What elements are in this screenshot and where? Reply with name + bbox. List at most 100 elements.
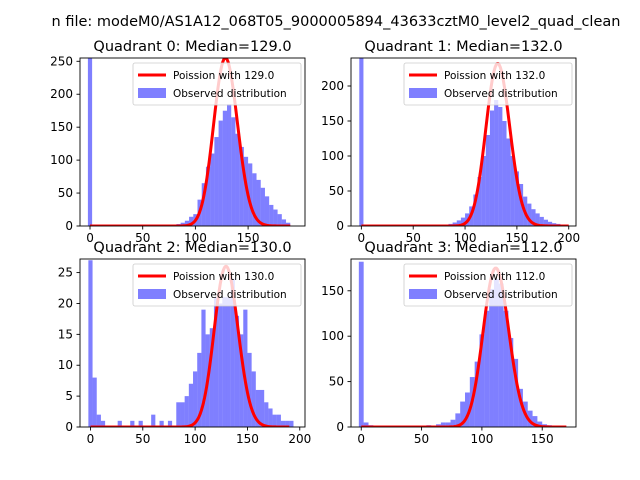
x-tick-label: 150	[505, 231, 528, 245]
histogram-bar	[518, 388, 523, 427]
x-tick-label: 100	[470, 432, 493, 446]
y-tick-label: 25	[58, 266, 73, 280]
histogram-bar	[502, 121, 507, 226]
histogram-bar	[180, 402, 185, 427]
histogram-bar	[531, 209, 536, 226]
histogram-bar	[508, 338, 514, 427]
y-tick-label: 150	[321, 284, 344, 298]
histogram-bar	[489, 288, 494, 427]
subplot-title: Quadrant 3: Median=112.0	[364, 240, 562, 256]
x-tick-label: 200	[288, 432, 311, 446]
histogram-bar	[286, 222, 291, 226]
x-tick-label: 50	[406, 231, 421, 245]
x-tick-label: 150	[237, 231, 260, 245]
histogram-bar	[227, 104, 232, 226]
y-tick-label: 50	[329, 375, 344, 389]
histogram-bar	[269, 204, 274, 226]
subplot-title: Quadrant 2: Median=130.0	[93, 240, 291, 256]
histogram-bar	[537, 421, 543, 427]
y-tick-label: 0	[65, 420, 73, 434]
subplot-title: Quadrant 0: Median=129.0	[93, 39, 291, 55]
histogram-bar	[248, 163, 253, 226]
axes-frame	[350, 258, 577, 428]
histogram-bar	[130, 420, 135, 427]
legend: Poission with 132.0 Observed distribution	[403, 62, 573, 106]
subplot-title: Quadrant 1: Median=132.0	[364, 39, 562, 55]
histogram-bar	[243, 309, 248, 427]
poisson-curve	[90, 264, 290, 427]
histogram-bar	[184, 220, 190, 226]
y-tick-label: 100	[321, 149, 344, 163]
histogram-bar	[264, 402, 269, 427]
legend-label-poisson: Poission with 112.0	[444, 271, 545, 283]
legend: Poission with 129.0 Observed distribution	[132, 62, 302, 106]
histogram-bar	[456, 220, 461, 226]
histogram-bar	[201, 183, 206, 226]
histogram-bar	[235, 133, 240, 226]
histogram-bar	[201, 309, 206, 427]
x-tick-label: 0	[358, 231, 366, 245]
y-tick-label: 100	[50, 153, 73, 167]
histogram-bar	[226, 297, 231, 427]
histogram-bar	[167, 420, 173, 427]
histogram-bar	[218, 303, 223, 427]
y-tick-label: 15	[58, 327, 73, 341]
histogram-bar	[159, 420, 164, 427]
histogram-bar	[450, 419, 456, 427]
histogram-bar	[285, 420, 290, 427]
histogram-bar	[489, 110, 495, 226]
legend-label-poisson: Poission with 129.0	[173, 70, 274, 82]
subplot-1: 0 50 100 150 200 0 50 100 150 200 Quadrant 1: Medi…	[321, 39, 580, 245]
y-tick-label: 0	[336, 219, 344, 233]
histogram-bar	[96, 414, 101, 427]
histogram-bar	[506, 138, 511, 226]
histogram-bar	[188, 383, 194, 427]
histogram-bar	[498, 283, 504, 427]
histogram-bar	[280, 420, 286, 427]
histogram-bar	[247, 352, 252, 427]
histogram-bar	[260, 187, 265, 226]
x-tick-label: 150	[531, 432, 554, 446]
histogram-bar	[465, 392, 470, 427]
histogram-bar	[445, 422, 451, 427]
legend-label-observed: Observed distribution	[173, 289, 287, 301]
subplot-0: 0 50 100 150 0 50 100 150 200 250 Quadrant 0: Medi…	[50, 39, 306, 245]
histogram-bar	[252, 173, 257, 226]
histogram-bar	[473, 194, 478, 226]
histogram-bar	[455, 413, 461, 427]
histogram-bar	[513, 358, 519, 427]
x-tick-label: 100	[454, 231, 477, 245]
histogram-bar	[548, 221, 553, 226]
histogram-bar	[214, 137, 219, 226]
y-tick-label: 0	[65, 219, 73, 233]
histogram-bar	[176, 402, 181, 427]
histogram-bar	[88, 260, 93, 427]
legend-box	[132, 62, 302, 106]
histogram-bar	[277, 214, 282, 226]
histogram-bar	[218, 120, 223, 226]
x-tick-label: 50	[414, 432, 429, 446]
legend-bar-swatch	[138, 88, 166, 98]
figure-suptitle: n file: modeM0/AS1A12_068T05_9000005894_…	[52, 14, 621, 30]
axes-frame	[79, 258, 306, 428]
y-tick-label: 200	[321, 79, 344, 93]
x-tick-label: 0	[87, 432, 95, 446]
histogram-bar	[92, 377, 97, 427]
legend: Poission with 130.0 Observed distribution	[132, 263, 302, 307]
histogram-bar	[276, 414, 281, 427]
y-tick-label: 200	[50, 87, 73, 101]
legend-label-observed: Observed distribution	[444, 289, 558, 301]
histogram-bar	[477, 177, 482, 226]
histogram-bar	[251, 371, 256, 427]
histogram-bar	[514, 171, 519, 226]
histogram-bar	[539, 216, 544, 226]
legend-box	[403, 62, 573, 106]
histogram-bar	[210, 153, 215, 226]
histogram-bar	[255, 389, 260, 427]
histogram-bar	[498, 107, 503, 226]
y-tick-label: 5	[65, 389, 73, 403]
histogram-bar	[452, 222, 457, 226]
y-tick-label: 250	[50, 54, 73, 68]
histogram-bar	[117, 420, 122, 427]
axes-frame	[79, 57, 306, 227]
